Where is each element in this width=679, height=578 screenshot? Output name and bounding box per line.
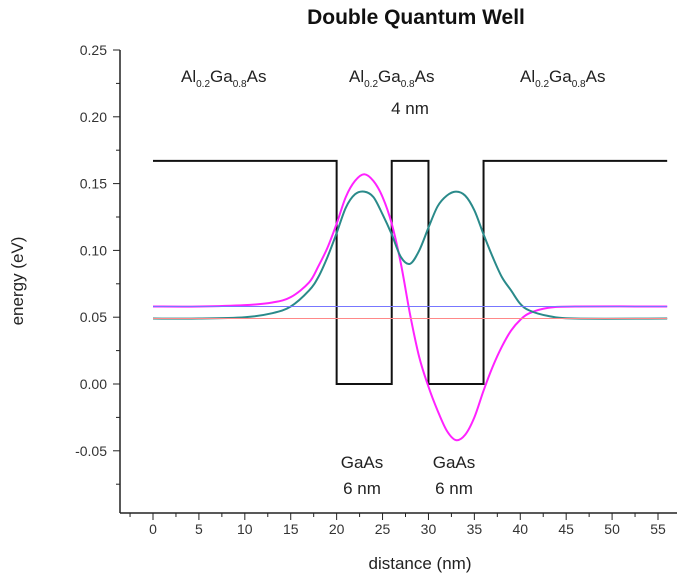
x-tick-label: 15: [283, 521, 299, 537]
y-tick-label: 0.00: [80, 376, 107, 392]
y-tick-label: 0.20: [80, 109, 107, 125]
ticks: 0 5 10 15 20 25 30 35 40 45 50 55 -0.05 0.00 0.05 0.10 0…: [75, 42, 666, 537]
potential-profile-line: [153, 159, 668, 385]
annotation-barrier-center: Al0.2Ga0.8As: [349, 67, 434, 90]
series-layer: [152, 159, 668, 442]
x-tick-label: 10: [237, 521, 253, 537]
plot-frame: [119, 50, 677, 514]
annotation-well2-width: 6 nm: [435, 479, 473, 498]
x-tick-label: 5: [195, 521, 203, 537]
x-tick-label: 50: [604, 521, 620, 537]
wavefunction-symmetric-line: [152, 190, 668, 320]
y-tick-label: -0.05: [75, 443, 107, 459]
y-tick-label: 0.25: [80, 42, 107, 58]
wavefunction-antisymmetric-line: [152, 173, 668, 442]
y-tick-label: 0.10: [80, 242, 107, 258]
x-tick-label: 40: [512, 521, 528, 537]
chart-title: Double Quantum Well: [307, 6, 525, 29]
y-tick-label: 0.15: [80, 176, 107, 192]
x-tick-label: 55: [650, 521, 666, 537]
annotation-barrier-width: 4 nm: [391, 99, 429, 118]
y-tick-label: 0.05: [80, 309, 107, 325]
x-tick-label: 25: [375, 521, 391, 537]
y-axis-label: energy (eV): [8, 237, 27, 326]
x-axis-label: distance (nm): [369, 554, 472, 573]
x-tick-label: 45: [558, 521, 574, 537]
annotation-barrier-left: Al0.2Ga0.8As: [181, 67, 266, 90]
x-tick-label: 35: [467, 521, 483, 537]
annotation-well2-material: GaAs: [433, 453, 476, 472]
annotation-well1-width: 6 nm: [343, 479, 381, 498]
x-tick-label: 0: [149, 521, 157, 537]
annotation-well1-material: GaAs: [341, 453, 384, 472]
x-tick-label: 20: [329, 521, 345, 537]
annotation-barrier-right: Al0.2Ga0.8As: [520, 67, 605, 90]
x-tick-label: 30: [421, 521, 437, 537]
